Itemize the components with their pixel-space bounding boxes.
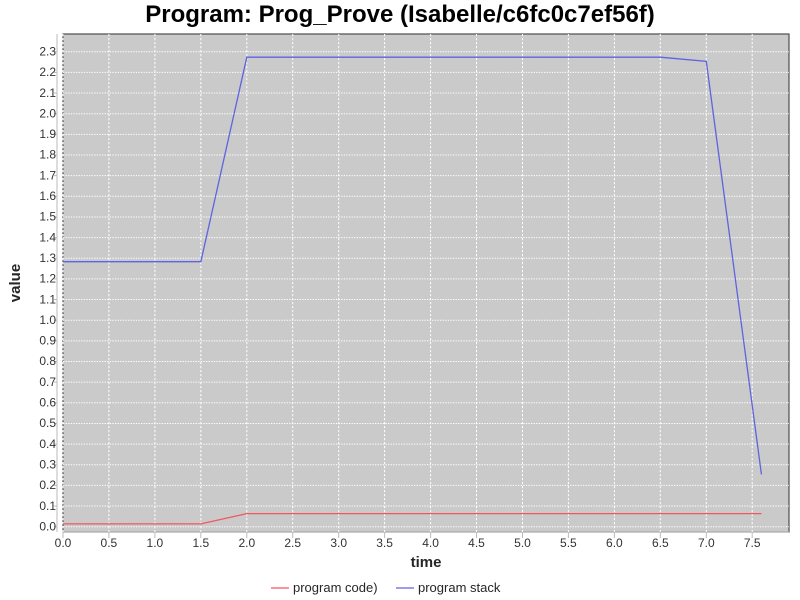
svg-text:0.2: 0.2: [39, 478, 56, 492]
svg-text:0.8: 0.8: [39, 354, 56, 368]
svg-text:0.4: 0.4: [39, 437, 56, 451]
svg-text:1.8: 1.8: [39, 148, 56, 162]
svg-text:0.7: 0.7: [39, 375, 56, 389]
svg-text:4.5: 4.5: [468, 536, 485, 550]
svg-text:7.0: 7.0: [698, 536, 715, 550]
svg-text:0.3: 0.3: [39, 458, 56, 472]
svg-text:1.1: 1.1: [39, 292, 56, 306]
svg-text:4.0: 4.0: [422, 536, 439, 550]
svg-text:3.0: 3.0: [330, 536, 347, 550]
svg-text:2.0: 2.0: [39, 106, 56, 120]
svg-text:0.0: 0.0: [55, 536, 72, 550]
svg-text:2.1: 2.1: [39, 86, 56, 100]
svg-text:1.0: 1.0: [39, 313, 56, 327]
svg-text:0.5: 0.5: [101, 536, 118, 550]
svg-text:0.0: 0.0: [39, 519, 56, 533]
svg-text:6.5: 6.5: [652, 536, 669, 550]
svg-text:6.0: 6.0: [606, 536, 623, 550]
svg-text:2.2: 2.2: [39, 65, 56, 79]
svg-text:1.5: 1.5: [192, 536, 209, 550]
svg-text:3.5: 3.5: [376, 536, 393, 550]
svg-text:1.6: 1.6: [39, 189, 56, 203]
svg-text:1.0: 1.0: [147, 536, 164, 550]
svg-text:0.5: 0.5: [39, 416, 56, 430]
svg-text:0.6: 0.6: [39, 396, 56, 410]
svg-text:value: value: [7, 264, 24, 302]
svg-text:1.5: 1.5: [39, 210, 56, 224]
svg-text:1.7: 1.7: [39, 168, 56, 182]
svg-text:2.3: 2.3: [39, 45, 56, 59]
svg-text:5.0: 5.0: [514, 536, 531, 550]
svg-text:5.5: 5.5: [560, 536, 577, 550]
svg-text:1.4: 1.4: [39, 230, 56, 244]
svg-text:0.1: 0.1: [39, 499, 56, 513]
svg-text:2.0: 2.0: [238, 536, 255, 550]
svg-text:0.9: 0.9: [39, 334, 56, 348]
svg-text:program stack: program stack: [418, 580, 501, 595]
svg-text:1.2: 1.2: [39, 272, 56, 286]
svg-text:1.9: 1.9: [39, 127, 56, 141]
svg-text:program code): program code): [293, 580, 378, 595]
svg-text:time: time: [411, 554, 442, 571]
svg-text:1.3: 1.3: [39, 251, 56, 265]
svg-text:7.5: 7.5: [744, 536, 761, 550]
svg-text:2.5: 2.5: [284, 536, 301, 550]
